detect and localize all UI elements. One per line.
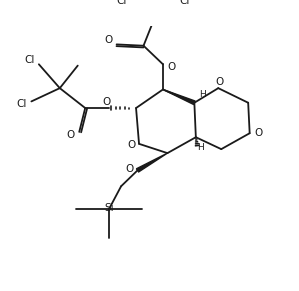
Text: Cl: Cl xyxy=(24,54,34,65)
Text: O: O xyxy=(104,36,112,45)
Text: Cl: Cl xyxy=(180,0,190,6)
Text: Cl: Cl xyxy=(117,0,127,6)
Text: O: O xyxy=(125,164,133,174)
Text: O: O xyxy=(127,140,136,150)
Text: H: H xyxy=(197,143,204,152)
Text: Cl: Cl xyxy=(17,99,27,109)
Text: O: O xyxy=(102,97,110,107)
Text: O: O xyxy=(67,129,75,140)
Text: O: O xyxy=(254,128,263,138)
Text: Si: Si xyxy=(104,203,114,213)
Text: O: O xyxy=(167,62,176,72)
Polygon shape xyxy=(136,153,167,172)
Text: H: H xyxy=(199,90,206,99)
Text: O: O xyxy=(216,77,224,87)
Polygon shape xyxy=(163,89,195,104)
